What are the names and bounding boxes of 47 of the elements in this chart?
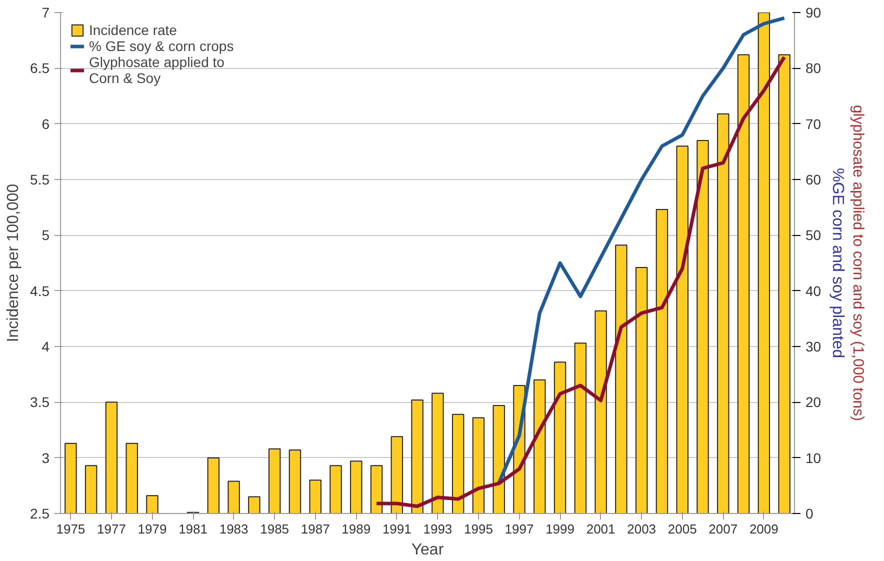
x-tick-label: 1989 xyxy=(342,522,371,536)
y-tick-label: 4 xyxy=(42,338,50,354)
y-tick-label: 5.5 xyxy=(30,172,50,188)
text: glyphosate applied to corn and soy (1,000 tons) xyxy=(850,104,866,422)
y-tick-label: 4.5 xyxy=(30,282,50,299)
x-tick-label: 1987 xyxy=(300,522,330,536)
x-tick-label: 1991 xyxy=(382,522,412,536)
y2-tick-label: 60 xyxy=(806,172,822,188)
x-tick-label: 2003 xyxy=(627,522,656,536)
x-tick-label: 1995 xyxy=(464,522,493,536)
x-tick-label: 1999 xyxy=(546,522,574,536)
y2-tick-label: 70 xyxy=(806,116,822,132)
y-tick-label: 7 xyxy=(42,4,50,20)
y-tick-label: 6 xyxy=(42,116,50,132)
x-tick-label: 1979 xyxy=(138,522,167,536)
x-tick-label: 1985 xyxy=(260,522,290,536)
x-tick-label: 1993 xyxy=(423,522,452,536)
y-tick-label: 2.5 xyxy=(30,506,50,522)
legend-label: Glyphosate applied to Corn & Soy xyxy=(89,54,224,86)
y-tick-label: 3.5 xyxy=(30,394,50,410)
y2-tick-label: 30 xyxy=(806,338,822,354)
y2-tick-label: 10 xyxy=(806,450,822,466)
x-tick-label: 1981 xyxy=(178,522,208,536)
line-series xyxy=(497,16,786,485)
y2-tick-label: 40 xyxy=(806,282,822,299)
y-axis-title: Incidence per 100,000 xyxy=(5,184,22,342)
x-tick-label: 2005 xyxy=(668,522,697,536)
y-tick-label: 3 xyxy=(42,450,50,466)
x-tick-label: 1983 xyxy=(219,522,248,536)
y2-tick-label: 20 xyxy=(806,394,822,410)
x-tick-label: 2001 xyxy=(586,522,616,536)
x-tick-label: 2007 xyxy=(708,522,738,536)
legend-label: % GE soy & corn crops xyxy=(89,38,234,54)
x-tick-label: 2009 xyxy=(749,522,778,536)
x-tick-label: 1975 xyxy=(56,522,86,536)
x-tick-label: 1997 xyxy=(504,522,534,536)
y2-tick-label: 80 xyxy=(806,60,822,76)
y-tick-label: 6.5 xyxy=(30,60,50,76)
y2-axis-title: %GE corn and soy planted xyxy=(829,168,846,358)
y2-tick-label: 90 xyxy=(806,4,822,20)
y2-tick-label: 0 xyxy=(806,506,814,522)
legend-label: Incidence rate xyxy=(89,22,177,38)
x-axis-title: Year xyxy=(411,542,444,558)
line-series xyxy=(374,55,786,508)
y2-tick-label: 50 xyxy=(806,227,822,244)
x-tick-label: 1977 xyxy=(97,522,126,536)
y-tick-label: 5 xyxy=(42,227,50,244)
